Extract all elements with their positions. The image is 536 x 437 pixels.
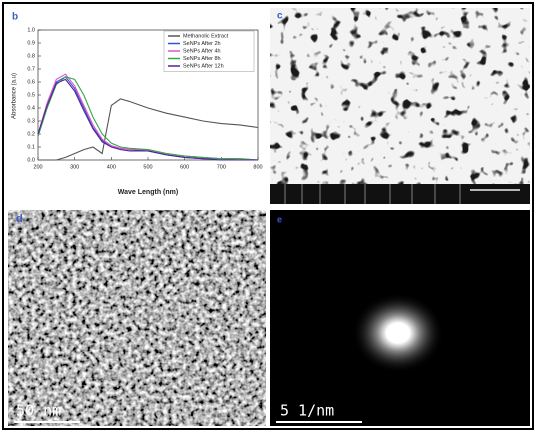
panel-d: d 50 nm: [8, 210, 266, 426]
panel-c: c: [270, 8, 530, 204]
y-tick-label: 0.1: [27, 144, 35, 150]
y-tick-label: 0.0: [27, 157, 35, 163]
tem-image: [8, 210, 266, 426]
y-tick-label: 0.4: [27, 105, 35, 111]
legend-label: Methanolic Extract: [183, 33, 229, 39]
y-tick-label: 0.8: [27, 53, 35, 59]
legend-label: SeNPs After 4h: [183, 48, 221, 54]
x-tick-label: 700: [217, 164, 226, 170]
scale-bar-label: 5 1/nm: [280, 402, 334, 420]
y-tick-label: 1.0: [27, 27, 35, 33]
x-tick-label: 800: [253, 164, 262, 170]
x-tick-label: 600: [180, 164, 189, 170]
x-tick-label: 500: [143, 164, 152, 170]
y-tick-label: 0.3: [27, 118, 35, 124]
y-tick-label: 0.2: [27, 131, 35, 137]
y-axis-label: Absorbance (a.u): [12, 73, 18, 119]
x-tick-label: 200: [33, 164, 42, 170]
x-axis-label: Wave Length (nm): [118, 189, 178, 196]
scale-bar-label: 50 nm: [16, 402, 61, 420]
legend-label: SeNPs After 8h: [183, 56, 221, 62]
diffraction-spot: [386, 323, 410, 343]
panel-label: e: [277, 214, 282, 224]
panel-label: d: [16, 213, 23, 225]
y-tick-label: 0.5: [27, 92, 35, 98]
y-tick-label: 0.7: [27, 66, 35, 72]
figure: c d 50 nm e 5 1/nm b Wave Length (nm) Ab…: [0, 0, 536, 432]
sem-image: [270, 8, 530, 184]
legend-label: SeNPs After 2h: [183, 41, 221, 47]
x-tick-label: 300: [70, 164, 79, 170]
legend-label: SeNPs After 12h: [183, 63, 224, 69]
x-tick-label: 400: [107, 164, 116, 170]
panel-label: c: [277, 11, 283, 22]
panel-b: b Wave Length (nm) Absorbance (a.u) 0.0 0…: [8, 8, 266, 205]
y-tick-label: 0.6: [27, 79, 35, 85]
panel-label: b: [12, 12, 18, 23]
sem-info-bar: [270, 184, 530, 204]
y-tick-label: 0.9: [27, 40, 35, 46]
panel-e: e 5 1/nm: [270, 210, 530, 426]
